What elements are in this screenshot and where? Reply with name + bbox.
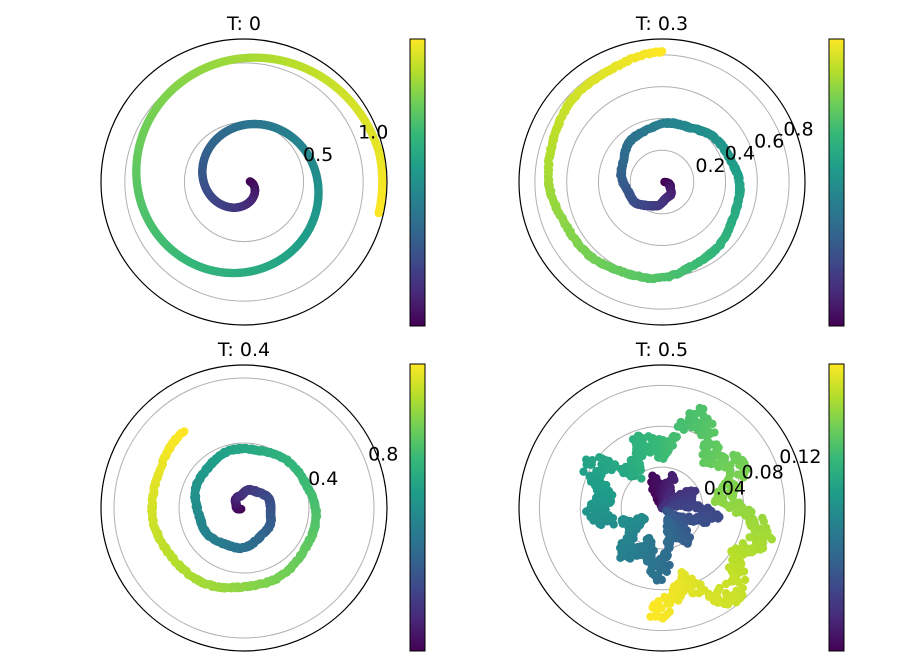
data-point (579, 467, 588, 476)
r-tick-label: 0.8 (368, 443, 398, 465)
data-point (662, 527, 672, 536)
data-point (588, 456, 597, 465)
colorbar (409, 363, 426, 652)
data-point (662, 537, 672, 547)
grid-circle (178, 442, 310, 574)
data-point (699, 518, 708, 528)
r-tick-label: 0.12 (779, 446, 821, 468)
colorbar (828, 38, 845, 327)
r-tick-label: 0.6 (754, 131, 784, 153)
data-point (671, 502, 681, 511)
data-point (646, 612, 655, 621)
polar-subplot-4: 0.040.080.12 T: 0.5 (518, 339, 845, 652)
colorbar (828, 363, 845, 652)
scatter-points (543, 47, 745, 284)
r-tick-label: 0.2 (695, 155, 725, 177)
data-point (657, 47, 667, 56)
data-point (710, 428, 719, 437)
data-point (180, 427, 189, 436)
polar-subplot-1: 0.5 1.0 T: 0 (100, 13, 426, 327)
data-point (642, 535, 652, 544)
data-point (684, 503, 694, 512)
grid-circle (113, 377, 375, 639)
r-tick-label: 0.4 (725, 143, 755, 165)
polar-axis-frame (518, 38, 806, 326)
grid-circle (629, 149, 695, 215)
subplot-title: T: 0.4 (217, 339, 270, 361)
r-tick-label: 0.8 (783, 118, 813, 140)
polar-subplot-2: 0.20.40.60.8 T: 0.3 (518, 13, 845, 327)
scatter-points (132, 53, 387, 278)
data-point (767, 535, 777, 544)
data-point (648, 603, 657, 612)
polar-axis-frame (100, 38, 388, 326)
scatter-points (147, 427, 322, 593)
polar-subplot-3: 0.4 0.8 T: 0.4 (100, 339, 426, 652)
data-point (374, 208, 383, 218)
data-point (731, 508, 741, 518)
subplot-title: T: 0.5 (635, 339, 688, 361)
r-tick-label: 1.0 (358, 121, 388, 143)
grid-circle (597, 117, 727, 247)
r-tick-label: 0.5 (303, 144, 333, 166)
subplot-title: T: 0.3 (635, 13, 688, 35)
data-point (637, 474, 646, 483)
data-point (646, 567, 655, 576)
data-point (713, 514, 723, 523)
data-point (633, 514, 642, 523)
grid-circle (538, 384, 786, 632)
data-point (668, 441, 677, 450)
r-tick-label: 0.04 (704, 477, 746, 499)
scatter-points (579, 403, 777, 623)
r-tick-label: 0.4 (308, 468, 338, 490)
data-point (595, 466, 604, 476)
data-point (670, 475, 679, 485)
data-point (609, 520, 618, 529)
subplot-title: T: 0 (226, 13, 261, 35)
data-point (708, 419, 717, 429)
polar-axis-frame (100, 364, 388, 652)
grid-circle (124, 62, 364, 302)
r-tick-label: 0.08 (742, 462, 784, 484)
colorbar (409, 38, 426, 327)
data-point (619, 515, 628, 524)
data-point (672, 432, 681, 442)
